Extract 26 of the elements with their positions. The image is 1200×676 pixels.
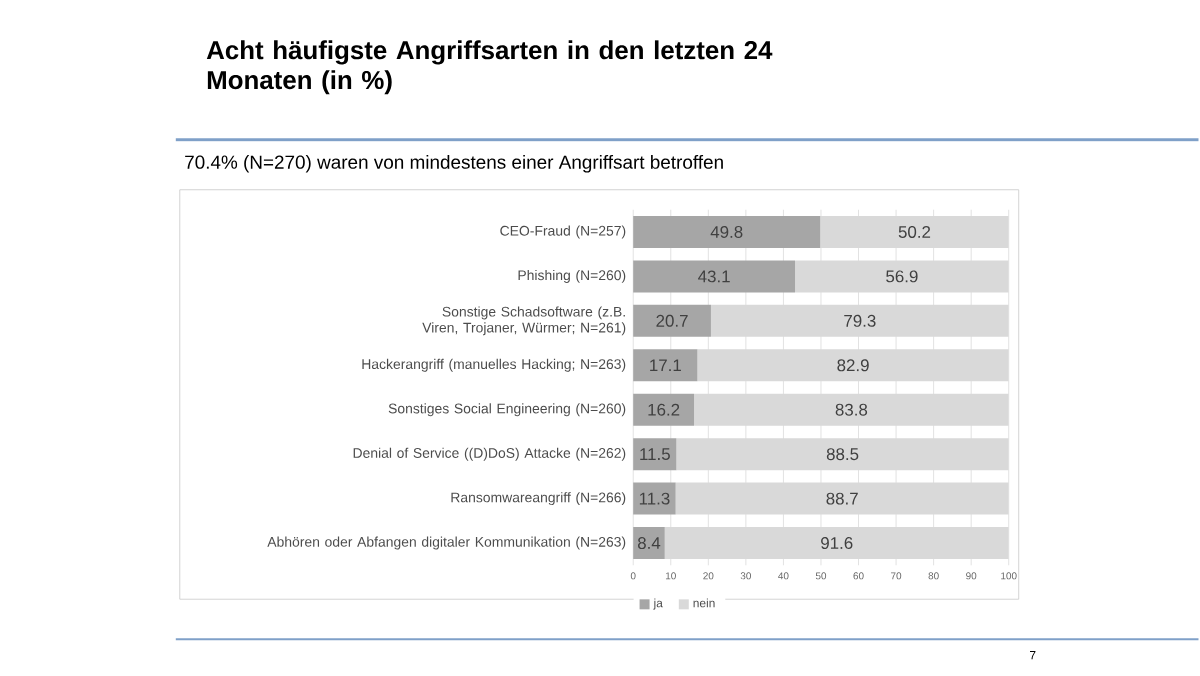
data-label: 91.6 (821, 537, 853, 550)
data-label: 16.2 (648, 404, 680, 417)
data-label: 20.7 (656, 315, 688, 328)
data-label: 88.5 (826, 448, 859, 461)
data-label: 11.3 (639, 493, 670, 506)
bar (633, 483, 676, 516)
data-label: 17.1 (650, 359, 681, 372)
bar (633, 216, 821, 249)
data-label: 83.8 (835, 404, 868, 417)
data-label: 50.2 (898, 226, 931, 239)
text: 70.4% (N=270) waren von mindestens einer Angriffsart betroffen (185, 155, 723, 174)
bar (633, 260, 796, 293)
bar (633, 305, 711, 338)
data-label: 79.3 (844, 315, 876, 328)
bar (633, 349, 698, 382)
data-label: 88.7 (826, 493, 858, 506)
data-label: 56.9 (886, 270, 918, 283)
bar (633, 527, 665, 560)
data-label: 49.8 (710, 226, 743, 239)
bar (633, 438, 677, 471)
data-label: 82.9 (837, 359, 869, 372)
data-label: 8.4 (637, 537, 661, 550)
data-label: 11.5 (640, 448, 670, 461)
data-label: 43.1 (698, 270, 730, 283)
chart-title: Acht häufigste Angriffsarten in den letzten 24 Monaten (in %) (206, 40, 773, 95)
bar (633, 394, 695, 427)
